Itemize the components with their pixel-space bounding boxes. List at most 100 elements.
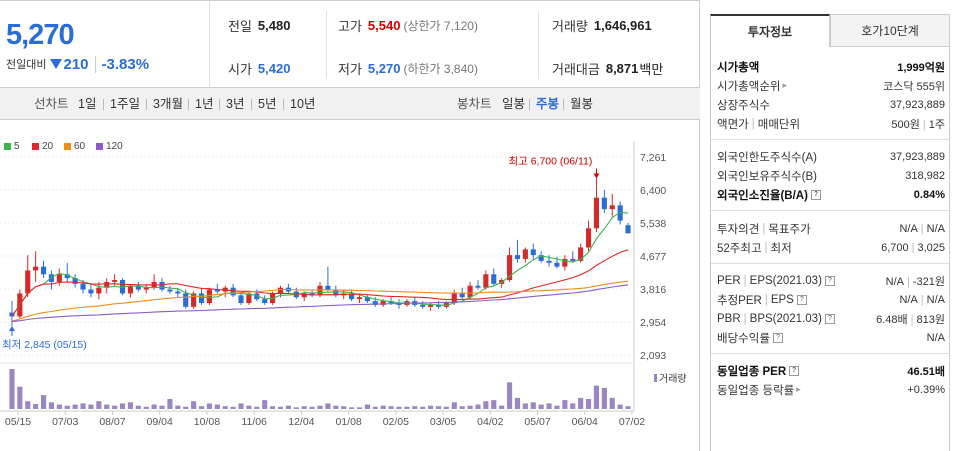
help-icon[interactable]: ? <box>772 332 783 343</box>
y-tick-label: 3,816 <box>640 284 666 296</box>
volume-bar <box>9 369 15 409</box>
help-icon[interactable]: ? <box>824 275 835 286</box>
eps-text: EPS(2021.03) <box>749 274 822 287</box>
trade-amount-label: 거래대금 <box>552 61 600 77</box>
volume-bar <box>349 407 355 409</box>
legend-ma5: 5 <box>4 141 20 152</box>
market-cap-label: 시가총액 <box>717 61 760 74</box>
volume-bar <box>191 401 197 409</box>
high-arrow-head <box>593 173 600 179</box>
period-1d[interactable]: 1일 <box>78 97 97 111</box>
candle-body <box>25 270 31 294</box>
chart-canvas: 7,261 6,400 5,538 4,677 3,816 2,954 2,093 최고 6,… <box>0 141 687 428</box>
divider <box>711 263 949 264</box>
candle-body <box>135 285 141 290</box>
down-triangle-icon <box>50 59 63 69</box>
market-cap-rank-value: 코스닥 555위 <box>883 80 945 93</box>
period-weekly[interactable]: 주봉 <box>536 97 560 111</box>
ma20-line <box>11 249 629 317</box>
volume-bar <box>522 403 528 409</box>
high-value: 5,540 <box>367 17 401 33</box>
face-value-label: 액면가 | 매매단위 <box>717 116 800 132</box>
volume-bar <box>507 382 513 409</box>
candle-body <box>206 289 212 304</box>
candle-body <box>104 281 110 288</box>
trade-unit-number: 1주 <box>928 118 945 131</box>
candle-body <box>530 249 536 256</box>
candle-body <box>238 295 244 304</box>
pipe-separator: | <box>911 241 915 254</box>
est-per-number: N/A <box>899 293 918 306</box>
period-monthly[interactable]: 월봉 <box>570 97 594 111</box>
pbr-row: PBR | BPS(2021.03)? 6.48배 | 813원 <box>717 309 945 328</box>
period-10y[interactable]: 10년 <box>290 97 316 111</box>
dividend-label: 배당수익률? <box>717 330 783 346</box>
candle-body <box>159 281 165 290</box>
chevron-right-icon: ▸ <box>782 80 788 90</box>
opinion-text: 투자의견 <box>717 223 760 236</box>
period-daily[interactable]: 일봉 <box>502 97 526 111</box>
foreign-holding-value: 318,982 <box>905 169 945 182</box>
low-arrow-head <box>8 325 15 331</box>
period-3m[interactable]: 3개월 <box>153 97 183 111</box>
help-icon[interactable]: ? <box>824 313 835 324</box>
tab-invest-info[interactable]: 투자정보 <box>710 14 830 47</box>
candle-body <box>262 299 268 304</box>
per-value: N/A | -321원 <box>886 273 945 289</box>
foreign-limit-row: 외국인한도주식수(A) 37,923,889 <box>717 147 945 166</box>
change-row: 전일대비 210 -3.83% <box>6 55 149 73</box>
volume-label: 거래량 <box>552 18 588 34</box>
info-body: 시가총액 1,999억원 시가총액순위 ▸ 코스닥 555위 상장주식수 37,9… <box>710 47 950 451</box>
help-icon[interactable]: ? <box>796 294 807 305</box>
period-5y[interactable]: 5년 <box>258 97 277 111</box>
period-1w[interactable]: 1주일 <box>110 97 140 111</box>
divider <box>146 99 147 110</box>
period-1y[interactable]: 1년 <box>195 97 214 111</box>
est-per-value: N/A | N/A <box>899 294 945 306</box>
candle-body <box>428 304 434 307</box>
help-icon[interactable]: ? <box>810 189 821 200</box>
market-cap-rank-label[interactable]: 시가총액순위 ▸ <box>717 78 787 94</box>
open-value: 5,420 <box>257 60 291 76</box>
trade-amount: 거래대금 8,871 백만 <box>552 58 663 78</box>
candle-body <box>625 225 631 234</box>
sector-change-text: 동일업종 등락률 <box>717 384 795 397</box>
help-icon[interactable]: ? <box>789 365 800 376</box>
change-percent: -3.83% <box>94 55 149 73</box>
pipe-separator: | <box>743 312 747 325</box>
candle-body <box>593 197 600 229</box>
sector-per-label: 동일업종 PER? <box>717 363 800 379</box>
legend-ma120: 120 <box>96 141 123 152</box>
volume-bar <box>617 404 623 409</box>
52w-high-text: 52주최고 <box>717 242 762 255</box>
volume-bar <box>609 397 615 409</box>
volume-bar <box>135 405 141 409</box>
volume-bar <box>443 406 449 409</box>
volume-bar <box>428 405 434 409</box>
volume-bar <box>222 406 228 409</box>
volume-bar <box>17 386 23 409</box>
pipe-separator: | <box>907 275 910 288</box>
candle-body <box>585 228 592 248</box>
tab-order-book[interactable]: 호가10단계 <box>830 14 950 47</box>
volume-bar <box>420 406 426 409</box>
est-eps-number: N/A <box>926 293 945 306</box>
candle-body <box>191 293 197 307</box>
x-tick-label: 04/02 <box>477 416 503 428</box>
sector-per-row: 동일업종 PER? 46.51배 <box>717 361 945 380</box>
volume-bar <box>198 406 205 409</box>
volume-bar <box>483 401 489 409</box>
volume-bar <box>333 405 339 409</box>
low-price: 저가 5,270 (하한가 3,840) <box>338 58 478 78</box>
volume-bar <box>246 405 252 409</box>
x-tick-label: 07/03 <box>52 416 78 428</box>
candle-body <box>96 287 102 294</box>
per-number: N/A <box>885 275 904 288</box>
candle-body <box>33 266 39 271</box>
foreign-limit-value: 37,923,889 <box>889 150 945 163</box>
divider <box>251 99 252 110</box>
legend-label: 5 <box>14 141 20 152</box>
sector-change-label[interactable]: 동일업종 등락률 ▸ <box>717 382 801 398</box>
high-annotation: 최고 6,700 (06/11) <box>508 155 592 167</box>
period-3y[interactable]: 3년 <box>226 97 245 111</box>
